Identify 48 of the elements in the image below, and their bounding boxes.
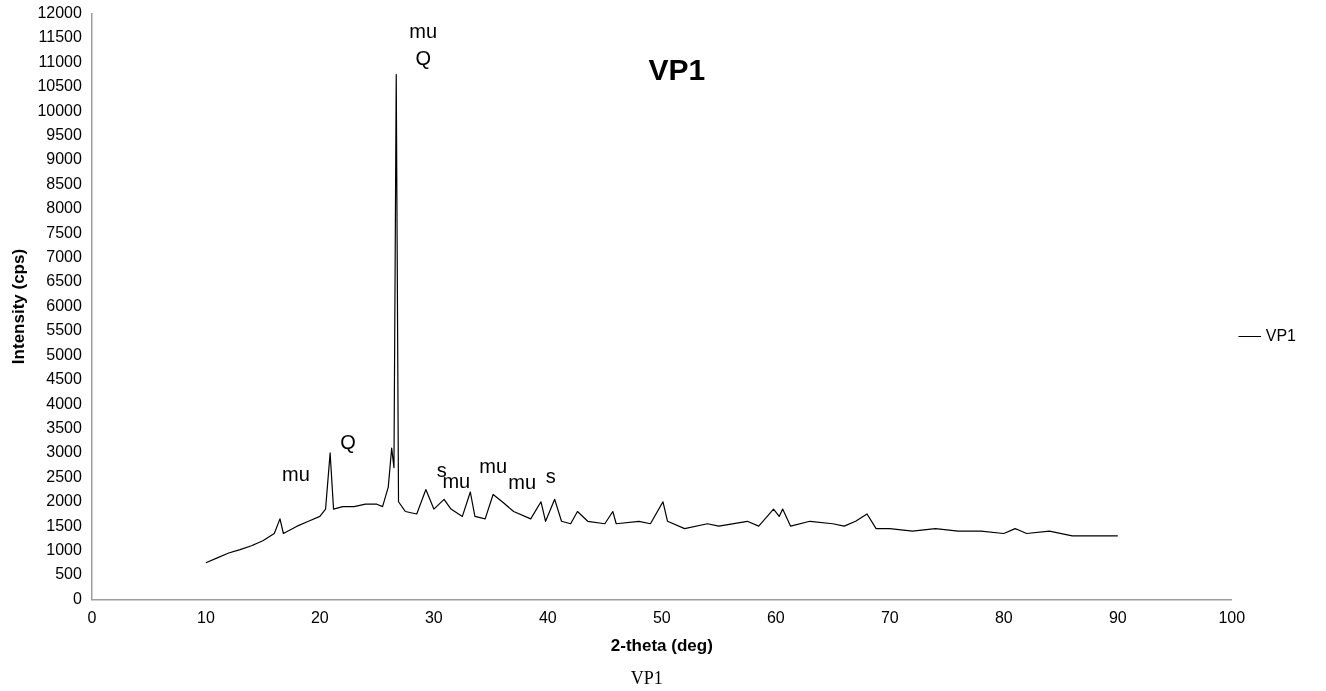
annotation: mu: [409, 20, 438, 43]
y-tick-label: 500: [55, 565, 82, 583]
annotation: s: [545, 464, 556, 487]
y-axis-title: Intensity (cps): [8, 248, 28, 365]
y-tick-label: 9500: [46, 126, 82, 144]
y-tick-label: 4000: [46, 394, 82, 412]
x-axis-title: 2-theta (deg): [610, 636, 713, 656]
x-tick-label: 40: [538, 609, 557, 627]
x-tick-label: 90: [1108, 609, 1127, 627]
x-tick-label: 50: [652, 609, 671, 627]
annotation: Q: [415, 47, 432, 70]
x-tick-label: 30: [424, 609, 443, 627]
y-tick-label: 8500: [46, 174, 82, 192]
legend-label: VP1: [1265, 326, 1297, 344]
y-tick-label: 6500: [46, 272, 82, 290]
x-tick-label: 0: [87, 609, 97, 627]
y-tick-label: 2000: [46, 492, 82, 510]
y-tick-label: 7000: [46, 248, 82, 266]
annotation: mu: [479, 454, 508, 477]
y-tick-label: 9000: [46, 150, 82, 168]
y-tick-label: 12000: [37, 4, 82, 22]
x-tick-label: 20: [310, 609, 329, 627]
y-tick-label: 1000: [46, 540, 82, 558]
y-tick-label: 0: [72, 589, 82, 607]
x-tick-label: 70: [880, 609, 899, 627]
y-tick-label: 2500: [46, 467, 82, 485]
y-tick-label: 11000: [38, 52, 82, 70]
y-tick-label: 7500: [46, 223, 82, 241]
annotation: Q: [340, 431, 356, 454]
y-tick-label: 4500: [46, 370, 82, 388]
y-tick-label: 3500: [46, 418, 82, 436]
y-tick-label: 11500: [38, 28, 82, 46]
y-tick-label: 10500: [37, 77, 82, 95]
annotation: mu: [508, 471, 537, 494]
y-tick-label: 3000: [46, 443, 82, 461]
x-tick-label: 100: [1218, 609, 1246, 627]
x-tick-label: 60: [766, 609, 785, 627]
y-tick-label: 8000: [46, 199, 82, 217]
x-tick-label: 80: [994, 609, 1013, 627]
y-tick-label: 6000: [46, 296, 82, 314]
y-tick-label: 10000: [37, 101, 82, 119]
y-tick-label: 5500: [46, 321, 82, 339]
y-tick-label: 5000: [46, 345, 82, 363]
y-tick-label: 1500: [46, 516, 82, 534]
text: VP1: [648, 52, 706, 86]
text: VP1: [630, 667, 663, 688]
annotation: mu: [282, 463, 310, 486]
x-tick-label: 10: [196, 609, 215, 627]
